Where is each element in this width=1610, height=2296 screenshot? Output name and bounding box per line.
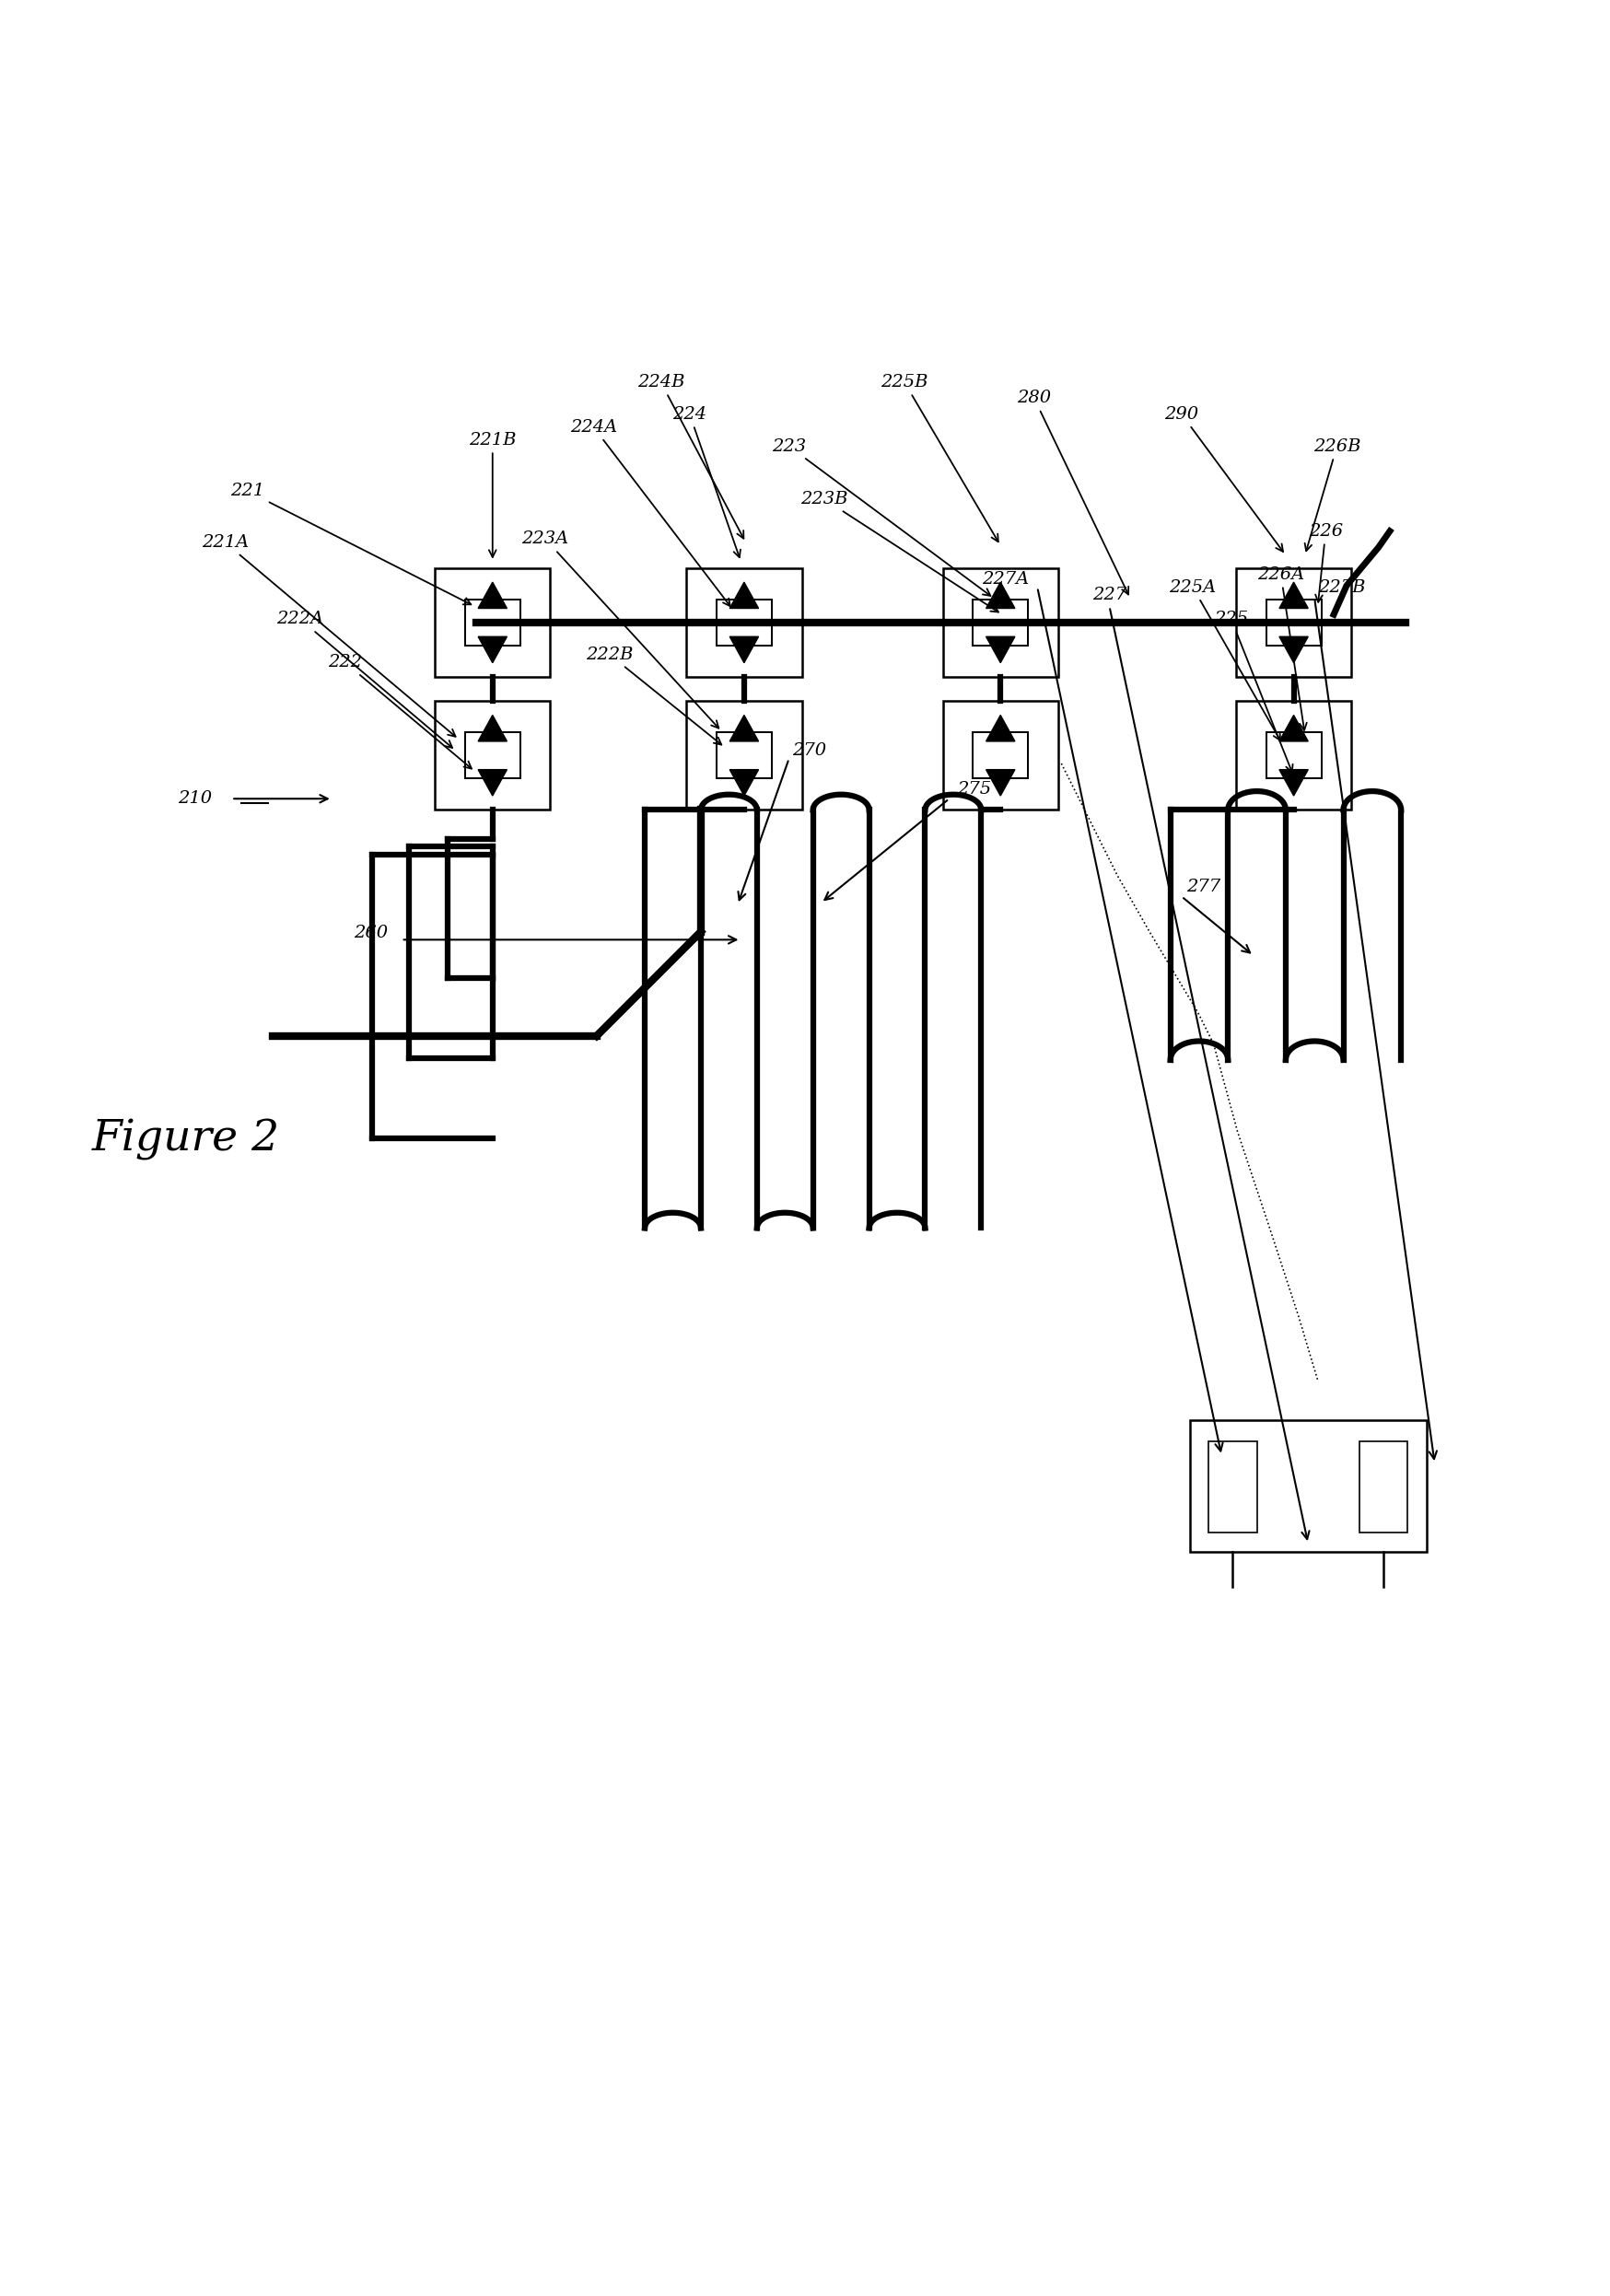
Bar (1209, 1442, 1257, 1531)
Bar (1265, 732, 1322, 778)
Polygon shape (729, 769, 758, 797)
Text: 280: 280 (1018, 390, 1129, 595)
Text: 227: 227 (1092, 588, 1127, 604)
Polygon shape (729, 636, 758, 664)
Text: 226A: 226A (1257, 567, 1307, 730)
Bar (1236, 567, 1351, 677)
Bar (716, 599, 771, 645)
Bar (716, 732, 771, 778)
Text: 222: 222 (328, 654, 472, 769)
Bar (686, 567, 802, 677)
Polygon shape (729, 714, 758, 742)
Bar (435, 700, 551, 810)
Text: 227B: 227B (1317, 579, 1365, 595)
Bar (465, 732, 520, 778)
Text: 277: 277 (1187, 879, 1220, 895)
Bar (435, 567, 551, 677)
Polygon shape (1280, 769, 1309, 797)
Polygon shape (478, 583, 507, 608)
Text: Figure 2: Figure 2 (92, 1118, 280, 1162)
Polygon shape (985, 714, 1014, 742)
Polygon shape (729, 583, 758, 608)
Bar (1190, 1421, 1426, 1552)
Text: 224A: 224A (570, 418, 731, 606)
Text: 210: 210 (179, 790, 213, 806)
Text: 226: 226 (1309, 523, 1343, 602)
Text: 275: 275 (958, 781, 992, 797)
Bar (943, 700, 1058, 810)
Text: 225A: 225A (1169, 579, 1280, 739)
Text: 224B: 224B (638, 374, 744, 540)
Bar (686, 700, 802, 810)
Polygon shape (478, 769, 507, 797)
Text: 225B: 225B (881, 374, 998, 542)
Bar (1359, 1442, 1407, 1531)
Text: 222B: 222B (586, 645, 721, 744)
Bar (972, 599, 1029, 645)
Polygon shape (985, 769, 1014, 797)
Text: 222A: 222A (277, 611, 452, 748)
Text: 226B: 226B (1304, 439, 1360, 551)
Text: 223B: 223B (800, 491, 998, 613)
Polygon shape (1280, 714, 1309, 742)
Text: 221: 221 (230, 482, 472, 604)
Bar (1236, 700, 1351, 810)
Bar (972, 732, 1029, 778)
Text: 227A: 227A (982, 572, 1029, 588)
Polygon shape (985, 636, 1014, 664)
Polygon shape (478, 714, 507, 742)
Bar (943, 567, 1058, 677)
Polygon shape (478, 636, 507, 664)
Polygon shape (1280, 583, 1309, 608)
Bar (465, 599, 520, 645)
Text: 225: 225 (1214, 611, 1293, 771)
Text: 221A: 221A (201, 535, 456, 737)
Polygon shape (985, 583, 1014, 608)
Text: 224: 224 (673, 406, 741, 558)
Bar (1265, 599, 1322, 645)
Text: 260: 260 (354, 925, 388, 941)
Text: 223: 223 (771, 439, 990, 597)
Text: 223A: 223A (522, 530, 718, 728)
Text: 221B: 221B (469, 432, 517, 558)
Polygon shape (1280, 636, 1309, 664)
Text: 270: 270 (792, 742, 826, 760)
Text: 290: 290 (1164, 406, 1283, 551)
